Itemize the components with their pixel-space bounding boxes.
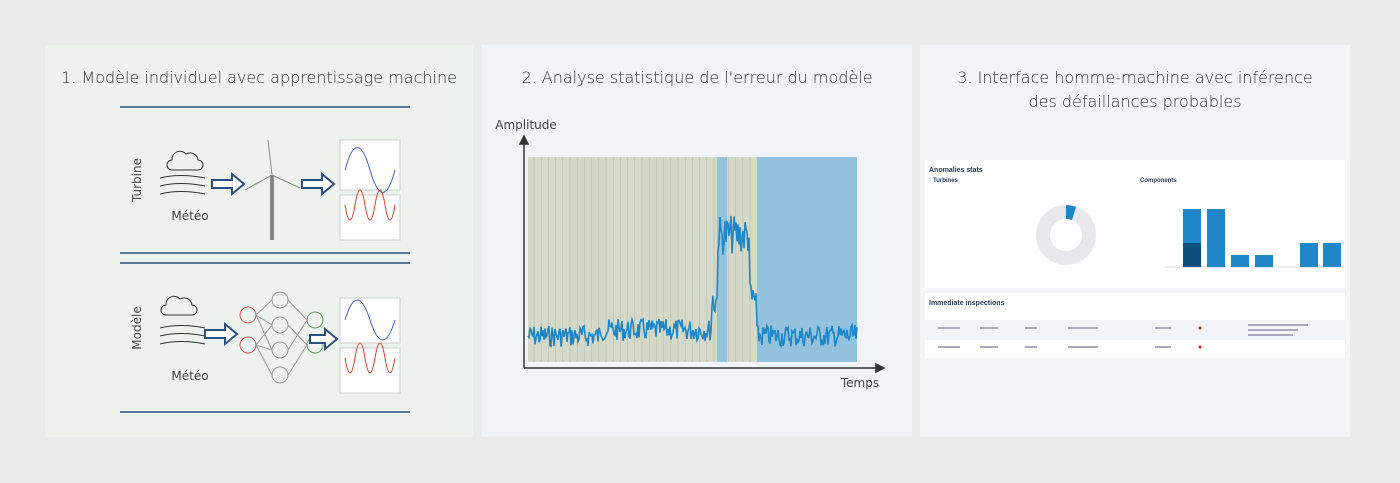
plot-thumb: [339, 139, 401, 191]
arrow: [301, 171, 336, 197]
cloud-icon: [160, 295, 198, 316]
row-model: Modèle Météo: [130, 291, 401, 394]
separators: [120, 106, 410, 413]
bars: [1165, 209, 1341, 268]
cloud-icon: [166, 150, 204, 171]
panel-title: 3. Interface homme-machine avec inférenc…: [957, 68, 1313, 87]
anomaly-zone: [717, 157, 727, 362]
card-title: Anomalies stats: [929, 167, 983, 174]
side-label: Turbine: [130, 158, 144, 203]
anomaly-zone: [757, 157, 857, 362]
axis-label: Amplitude: [495, 118, 557, 132]
panel-title: 1. Modèle individuel avec apprentissage …: [61, 68, 457, 87]
plot-thumb: [339, 194, 401, 241]
arrow: [309, 326, 339, 352]
card-heading: Turbines: [933, 178, 959, 184]
panel: [45, 45, 473, 437]
wind-icon: [159, 325, 206, 345]
row-turbine: Turbine Météo: [130, 139, 401, 241]
table-rows: [925, 320, 1345, 349]
arrow: [204, 321, 239, 347]
network-icon: [239, 291, 324, 384]
panel-title: 2. Analyse statistique de l'erreur du mo…: [521, 68, 872, 87]
axes: [518, 134, 886, 374]
plot-line: [344, 189, 396, 221]
panel-title: des défaillances probables: [1028, 92, 1241, 111]
input-label: Météo: [171, 209, 208, 223]
plot-thumb: [339, 347, 401, 394]
plot-line: [344, 299, 396, 341]
turbine-icon: [244, 139, 301, 240]
side-label: Modèle: [130, 306, 144, 349]
plot-line: [344, 147, 396, 193]
card-title: Immediate inspections: [929, 300, 1005, 307]
input-label: Météo: [171, 369, 208, 383]
stats-card: [925, 160, 1345, 288]
wind-icon: [159, 175, 206, 195]
axis-label: Temps: [840, 376, 879, 390]
card-heading: Components: [1140, 178, 1177, 184]
arrow: [211, 171, 246, 197]
donut-slice: [1066, 205, 1076, 220]
signal: [527, 215, 858, 349]
plot-line: [344, 342, 396, 374]
